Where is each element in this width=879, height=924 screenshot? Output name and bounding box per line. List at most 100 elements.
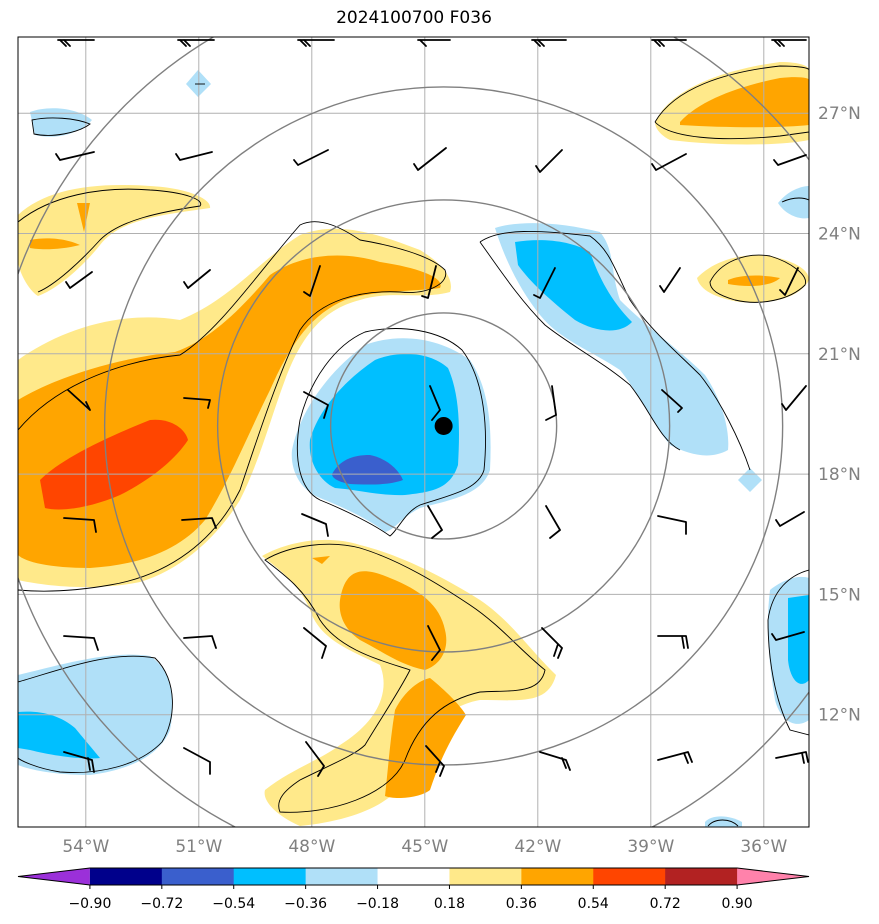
positive-core-south-lower (385, 678, 466, 798)
colorbar-segment (161, 868, 235, 885)
contour-line-east-pos (709, 254, 806, 303)
positive-core-south (339, 571, 447, 670)
contour-line-northwest (18, 188, 202, 293)
wind-barb (659, 267, 681, 293)
negative-max-center (332, 455, 403, 485)
wind-barb (535, 149, 563, 173)
wind-barb (183, 269, 211, 289)
contour-line-northeast-neg-west (479, 241, 681, 451)
wind-barb (531, 39, 567, 47)
negative-region-southeast-edge (705, 816, 742, 827)
colorbar-label: −0.72 (140, 896, 183, 912)
colorbar-label: 0.90 (722, 896, 753, 912)
wind-barb (781, 385, 807, 411)
negative-core-east-edge (788, 595, 809, 684)
wind-barb (657, 635, 689, 649)
positive-core-south-small (312, 556, 330, 564)
range-ring (329, 312, 558, 540)
wind-barb (541, 627, 563, 659)
colorbar-segment (233, 868, 307, 885)
wind-barb (651, 39, 687, 47)
wind-barb (183, 397, 211, 409)
wind-barb (303, 391, 329, 419)
storm-center-marker (434, 416, 453, 435)
range-ring (216, 199, 671, 653)
longitude-label: 39°W (627, 837, 674, 857)
wind-barbs (55, 39, 809, 777)
latitude-label: 15°N (818, 585, 861, 605)
negative-core-southwest (18, 711, 100, 759)
colorbar-label: −0.36 (284, 896, 327, 912)
wind-barb (545, 385, 557, 421)
wind-barb (773, 154, 807, 166)
latitude-label: 12°N (818, 706, 861, 726)
longitude-label: 45°W (401, 837, 448, 857)
latitude-label: 18°N (818, 465, 861, 485)
longitude-label: 51°W (175, 837, 222, 857)
wind-barb (63, 751, 95, 773)
colorbar (17, 867, 810, 886)
contour-line-southeast-small (707, 819, 739, 827)
wind-barb (771, 39, 807, 47)
wind-barb (657, 751, 693, 764)
negative-region-east-tiny (738, 468, 762, 492)
shaded-field (18, 62, 809, 827)
colorbar-segment (449, 868, 522, 885)
colorbar-label: 0.54 (578, 896, 609, 912)
colorbar-segment (89, 868, 163, 885)
colorbar-label: −0.54 (212, 896, 255, 912)
latitude-tick-labels: 12°N 15°N 18°N 21°N 24°N 27°N (818, 104, 861, 726)
colorbar-tick-labels: −0.90 −0.72 −0.54 −0.36 −0.18 0.18 0.36 0.54 0.7… (68, 885, 753, 912)
wind-barb (427, 505, 443, 539)
wind-barb (775, 511, 805, 527)
wind-barb (651, 153, 687, 171)
wind-barb (539, 751, 571, 771)
latitude-label: 27°N (818, 104, 861, 124)
longitude-label: 42°W (514, 837, 561, 857)
negative-region-northeast-edge (778, 186, 809, 219)
positive-max-west (40, 419, 188, 510)
wind-barb (305, 741, 325, 777)
negative-core-northeast (515, 240, 632, 331)
contour-line-northeast-neg (479, 230, 751, 471)
wind-barb (425, 745, 445, 777)
colorbar-segment (377, 868, 450, 885)
colorbar-label: −0.18 (356, 896, 399, 912)
wind-barb (657, 515, 687, 535)
wind-barb (303, 265, 321, 297)
wind-barb (183, 747, 211, 775)
wind-barb (533, 267, 556, 299)
wind-barb (65, 271, 93, 289)
wind-barb (421, 265, 437, 299)
wind-barb (55, 151, 95, 161)
positive-region-south-band (262, 539, 556, 826)
colorbar-extend-low (18, 868, 90, 885)
latitude-label: 24°N (818, 224, 861, 244)
wind-barb (661, 389, 683, 413)
wind-barb (183, 635, 217, 649)
positive-core-northeast (680, 77, 809, 128)
colorbar-label: 0.36 (506, 896, 537, 912)
wind-barb (175, 151, 213, 161)
wind-barb (301, 513, 329, 537)
colorbar-label: 0.18 (434, 896, 465, 912)
chart-title: 2024100700 F036 (336, 8, 492, 28)
contour-line-east-edge (767, 569, 809, 736)
contour-line-center (297, 328, 486, 537)
wind-barb (297, 39, 335, 47)
wind-barb (429, 385, 441, 421)
wind-barb (545, 505, 561, 539)
longitude-tick-labels: 54°W 51°W 48°W 45°W 42°W 39°W 36°W (62, 837, 787, 857)
wind-barb (293, 149, 329, 166)
wind-barb (427, 625, 441, 661)
wind-barb (181, 517, 217, 529)
wind-barb (775, 751, 809, 764)
contour-line-northeast-pos (654, 65, 809, 140)
longitude-label: 54°W (62, 837, 109, 857)
contour-line-southwest (18, 655, 173, 773)
positive-core-east (728, 275, 780, 286)
longitude-label: 48°W (288, 837, 335, 857)
colorbar-label: −0.90 (68, 896, 111, 912)
latitude-label: 21°N (818, 345, 861, 365)
